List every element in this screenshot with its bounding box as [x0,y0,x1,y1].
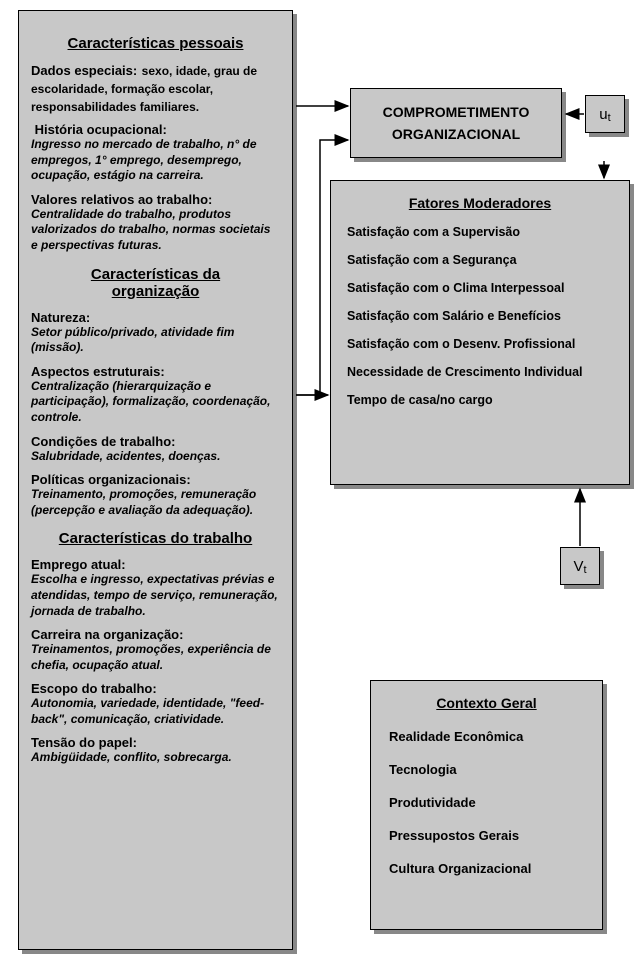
mod-item-4: Satisfação com o Desenv. Profissional [347,337,613,351]
mod-item-0: Satisfação com a Supervisão [347,225,613,239]
ctx-item-4: Cultura Organizacional [389,861,584,876]
commit-line2: ORGANIZACIONAL [392,123,520,145]
aspectos-head: Aspectos estruturais: [31,364,280,379]
commitment-box: COMPROMETIMENTO ORGANIZACIONAL [350,88,562,158]
hist-desc: Ingresso no mercado de trabalho, n° de e… [31,137,280,184]
cond-head: Condições de trabalho: [31,434,280,449]
carreira-head: Carreira na organização: [31,627,280,642]
ctx-item-0: Realidade Econômica [389,729,584,744]
cond-desc: Salubridade, acidentes, doenças. [31,449,280,465]
vt-box: Vt [560,547,600,585]
mod-item-6: Tempo de casa/no cargo [347,393,613,407]
commit-line1: COMPROMETIMENTO [383,101,530,123]
tensao-head: Tensão do papel: [31,735,280,750]
aspectos-desc: Centralização (hierarquização e particip… [31,379,280,426]
dados-head: Dados especiais: [31,63,137,78]
mod-item-2: Satisfação com o Clima Interpessoal [347,281,613,295]
mod-item-1: Satisfação com a Segurança [347,253,613,267]
dados-especiais: Dados especiais: sexo, idade, grau de es… [31,62,280,116]
moderators-box: Fatores Moderadores Satisfação com a Sup… [330,180,630,485]
polit-desc: Treinamento, promoções, remuneração (per… [31,487,280,518]
sec1-title: Características pessoais [31,35,280,52]
valores-head: Valores relativos ao trabalho: [31,192,280,207]
ctx-item-3: Pressupostos Gerais [389,828,584,843]
valores-desc: Centralidade do trabalho, produtos valor… [31,207,280,254]
context-box: Contexto Geral Realidade Econômica Tecno… [370,680,603,930]
sec3-title: Características do trabalho [31,530,280,547]
mod-item-5: Necessidade de Crescimento Individual [347,365,613,379]
escopo-desc: Autonomia, variedade, identidade, "feed-… [31,696,280,727]
natureza-desc: Setor público/privado, atividade fim (mi… [31,325,280,356]
ctx-item-1: Tecnologia [389,762,584,777]
emprego-desc: Escolha e ingresso, expectativas prévias… [31,572,280,619]
context-title: Contexto Geral [389,695,584,711]
sec2-title: Características daorganização [31,266,280,300]
moderators-title: Fatores Moderadores [347,195,613,211]
polit-head: Políticas organizacionais: [31,472,280,487]
mod-item-3: Satisfação com Salário e Benefícios [347,309,613,323]
natureza-head: Natureza: [31,310,280,325]
ut-box: ut [585,95,625,133]
hist-head: História ocupacional: [31,122,280,137]
carreira-desc: Treinamentos, promoções, experiência de … [31,642,280,673]
emprego-head: Emprego atual: [31,557,280,572]
tensao-desc: Ambigüidade, conflito, sobrecarga. [31,750,280,766]
left-characteristics-panel: Características pessoais Dados especiais… [18,10,293,950]
ctx-item-2: Produtividade [389,795,584,810]
escopo-head: Escopo do trabalho: [31,681,280,696]
